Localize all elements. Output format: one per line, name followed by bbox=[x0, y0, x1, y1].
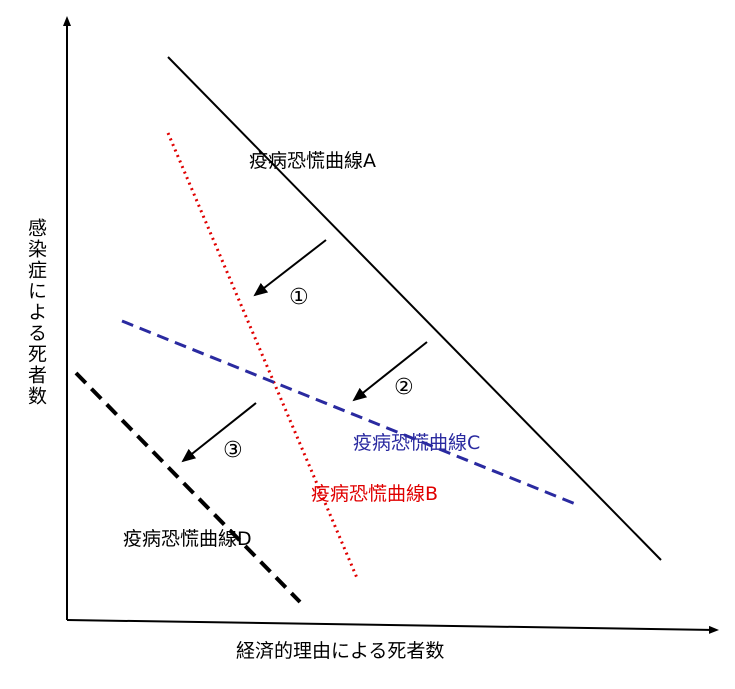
curve-b-label: 疫病恐慌曲線B bbox=[311, 483, 438, 505]
curve-a-label: 疫病恐慌曲線A bbox=[249, 150, 376, 172]
x-axis bbox=[66, 619, 719, 634]
curve-c-line bbox=[121, 319, 579, 507]
arrow-marker-3: ③ bbox=[223, 438, 243, 463]
y-axis-label: 感染症による死者数 bbox=[25, 218, 47, 407]
arrow-marker-1: ① bbox=[289, 285, 309, 310]
curve-c-label: 疫病恐慌曲線C bbox=[353, 432, 480, 454]
curve-d-label: 疫病恐慌曲線D bbox=[123, 528, 252, 550]
arrow-marker-2: ② bbox=[394, 375, 414, 400]
shift-arrow-3 bbox=[181, 402, 257, 463]
shift-arrow-2 bbox=[352, 341, 428, 402]
curve-b-line bbox=[166, 132, 359, 579]
curve-d-line bbox=[74, 371, 302, 604]
shift-arrow-1 bbox=[253, 239, 327, 297]
x-axis-label: 経済的理由による死者数 bbox=[236, 640, 445, 662]
curve-a-line bbox=[167, 56, 662, 561]
